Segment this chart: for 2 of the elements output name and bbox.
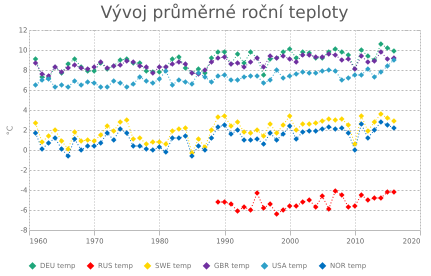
chart-title: Vývoj průměrné roční teploty	[100, 3, 348, 23]
y-axis-title: °C	[6, 125, 15, 136]
